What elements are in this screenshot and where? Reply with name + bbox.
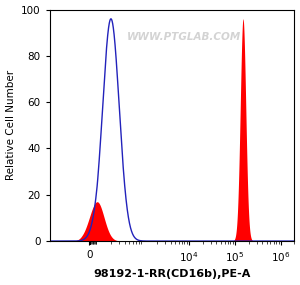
X-axis label: 98192-1-RR(CD16b),PE-A: 98192-1-RR(CD16b),PE-A	[93, 269, 251, 280]
Text: WWW.PTGLAB.COM: WWW.PTGLAB.COM	[127, 32, 242, 42]
Y-axis label: Relative Cell Number: Relative Cell Number	[6, 70, 16, 180]
